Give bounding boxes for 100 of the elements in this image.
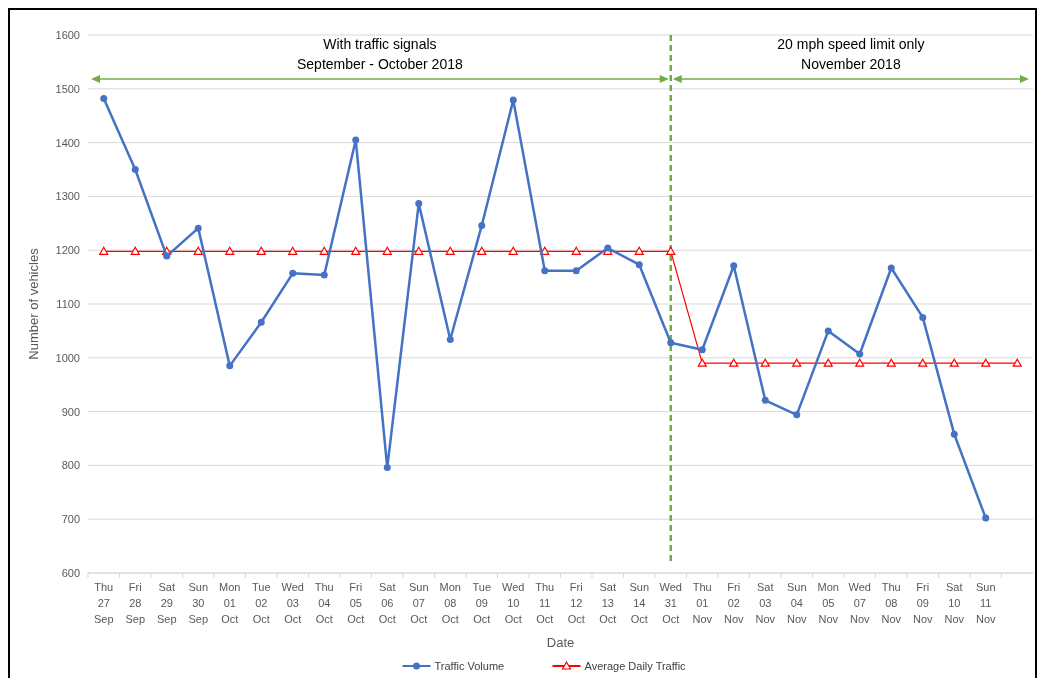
x-tick-label: Sat 03 Nov xyxy=(755,581,776,625)
point xyxy=(477,246,487,255)
point xyxy=(131,166,139,173)
y-tick-label: 700 xyxy=(61,513,80,526)
x-tick-label: Fri 12 Oct xyxy=(567,581,585,625)
x-tick-label: Fri 05 Oct xyxy=(347,581,365,625)
x-tick-label: Sat 29 Sep xyxy=(156,581,177,625)
point xyxy=(729,358,739,367)
y-tick-label: 600 xyxy=(61,567,80,579)
point xyxy=(414,246,424,255)
point xyxy=(918,358,928,367)
y-tick-label: 1000 xyxy=(55,351,80,364)
point xyxy=(572,267,580,275)
y-tick-label: 1400 xyxy=(55,136,80,149)
x-tick-label: Fri 09 Nov xyxy=(912,581,934,625)
x-tick-label: Sat 10 Nov xyxy=(944,581,965,625)
x-tick-label: Tue 09 Oct xyxy=(472,581,492,625)
point xyxy=(792,358,802,367)
point xyxy=(730,262,738,270)
annotation: 20 mph speed limit only November 2018 xyxy=(777,36,925,72)
point xyxy=(950,430,958,438)
point xyxy=(445,246,455,255)
point xyxy=(949,358,959,367)
point xyxy=(226,362,234,370)
y-tick-label: 800 xyxy=(61,459,80,472)
x-tick-label: Sun 14 Oct xyxy=(629,581,650,625)
x-tick-label: Sat 13 Oct xyxy=(599,581,617,625)
point xyxy=(666,246,676,255)
x-tick-label: Mon 05 Nov xyxy=(817,581,839,625)
x-tick-label: Wed 07 Nov xyxy=(848,581,871,625)
point xyxy=(319,246,329,255)
point xyxy=(823,358,833,367)
point xyxy=(981,358,991,367)
point xyxy=(667,339,675,347)
point xyxy=(382,246,392,255)
point xyxy=(99,246,109,255)
point xyxy=(289,269,297,277)
x-tick-label: Sun 07 Oct xyxy=(408,581,429,625)
x-tick-label: Mon 08 Oct xyxy=(439,581,461,625)
x-tick-label: Thu 27 Sep xyxy=(93,581,114,625)
point xyxy=(887,264,895,272)
x-tick-label: Fri 28 Sep xyxy=(125,581,146,625)
point xyxy=(698,346,706,354)
point xyxy=(100,94,108,102)
point xyxy=(982,514,990,522)
x-tick-label: Wed 31 Oct xyxy=(659,581,682,625)
point xyxy=(508,246,518,255)
x-tick-label: Sat 06 Oct xyxy=(378,581,396,625)
x-tick-label: Thu 11 Oct xyxy=(535,581,555,625)
y-tick-label: 1600 xyxy=(55,29,80,41)
y-axis-title: Number of vehicles xyxy=(26,247,41,360)
point xyxy=(320,271,328,279)
point xyxy=(856,350,864,358)
y-tick-label: 900 xyxy=(61,405,80,418)
point xyxy=(130,246,140,255)
point xyxy=(257,318,265,326)
point xyxy=(635,261,643,269)
x-tick-label: Wed 10 Oct xyxy=(502,581,525,625)
point xyxy=(256,246,266,255)
point xyxy=(1012,358,1022,367)
point xyxy=(415,199,423,207)
y-tick-label: 1200 xyxy=(55,244,80,257)
point xyxy=(509,96,517,104)
x-tick-label: Sun 11 Nov xyxy=(975,581,997,625)
point xyxy=(194,224,202,232)
point xyxy=(193,246,203,255)
point xyxy=(760,358,770,367)
point xyxy=(288,246,298,255)
x-axis-title: Date xyxy=(546,635,575,650)
point xyxy=(919,313,927,321)
x-tick-label: Tue 02 Oct xyxy=(251,581,271,625)
x-tick-label: Sun 04 Nov xyxy=(786,581,808,625)
point xyxy=(855,358,865,367)
point xyxy=(446,336,454,344)
point xyxy=(225,246,235,255)
point xyxy=(761,396,769,404)
point xyxy=(571,246,581,255)
x-tick-label: Wed 03 Oct xyxy=(281,581,304,625)
y-tick-label: 1300 xyxy=(55,190,80,203)
x-tick-label: Mon 01 Oct xyxy=(219,581,241,625)
point xyxy=(351,246,361,255)
point xyxy=(824,327,832,335)
point xyxy=(478,221,486,229)
legend-label: Average Daily Traffic xyxy=(584,660,687,672)
point xyxy=(352,136,360,144)
point xyxy=(383,464,391,472)
point xyxy=(697,358,707,367)
x-tick-label: Thu 01 Nov xyxy=(692,581,713,625)
point xyxy=(541,267,549,275)
point xyxy=(634,246,644,255)
annotation: With traffic signals September - October 2018 xyxy=(296,36,463,72)
point xyxy=(793,411,801,419)
x-tick-label: Thu 08 Nov xyxy=(881,581,902,625)
point xyxy=(163,252,171,260)
point xyxy=(886,358,896,367)
y-tick-label: 1100 xyxy=(56,298,80,310)
x-tick-label: Sun 30 Sep xyxy=(188,581,209,625)
x-tick-label: Fri 02 Nov xyxy=(723,581,745,625)
x-tick-label: Thu 04 Oct xyxy=(314,581,334,625)
y-tick-label: 1500 xyxy=(55,82,80,95)
